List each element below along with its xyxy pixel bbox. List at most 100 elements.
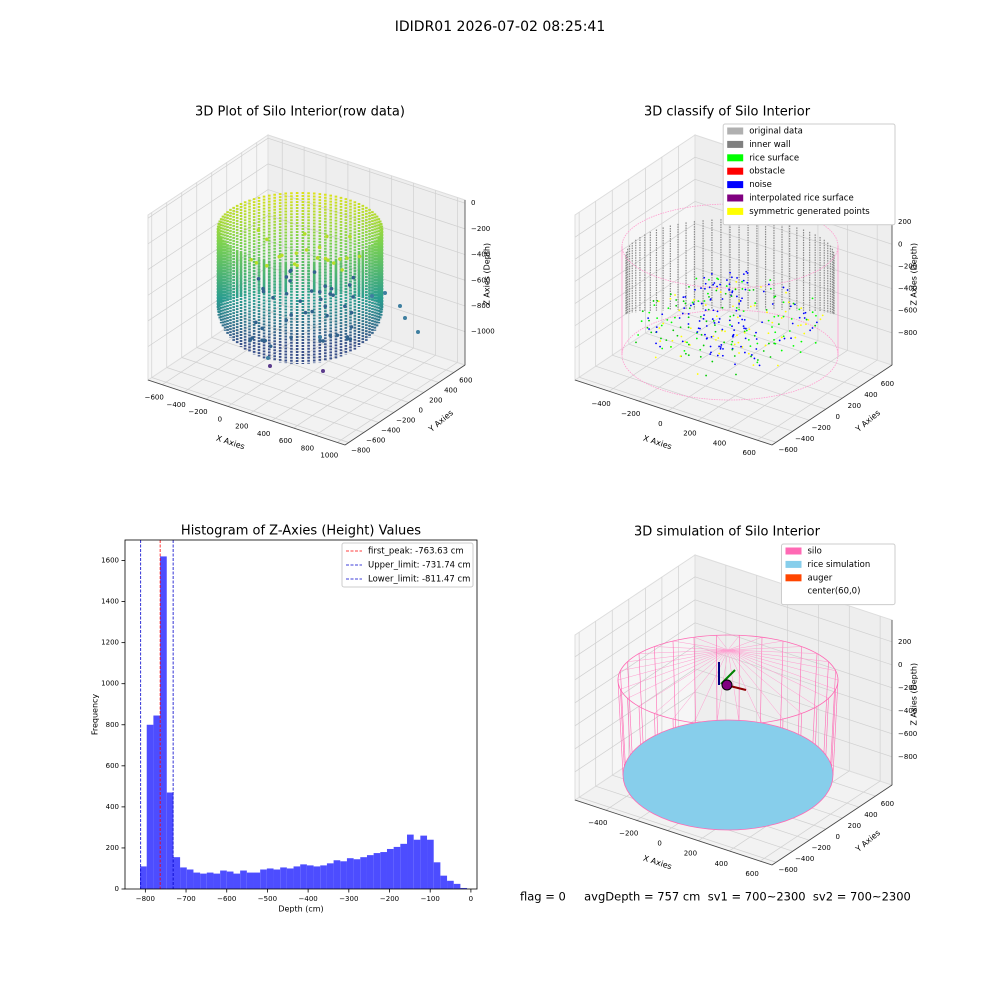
z-tick-label: 200 [898,218,911,226]
x-tick-label: −800 [136,895,155,903]
point [264,263,269,268]
point [756,361,759,364]
grid-line [147,137,269,219]
point [325,313,329,318]
grid-line [694,576,893,643]
point [695,277,698,280]
point [647,317,650,320]
point [735,373,737,376]
histogram-bar [166,792,174,889]
point [403,316,407,320]
point [661,313,664,316]
histogram-bar [146,724,154,889]
point [256,277,261,281]
point [738,302,741,305]
axis-line [147,379,346,446]
point [260,338,264,343]
point [715,339,717,341]
point [800,307,803,310]
point [716,310,719,313]
grid-line [608,310,730,392]
point [731,291,734,294]
point [738,308,740,311]
point [721,298,724,300]
grid-line [612,354,810,421]
y-tick-label: 0 [115,885,119,893]
grid-line [574,156,696,238]
point [716,277,718,280]
legend-frame [781,543,896,606]
point [284,275,289,279]
point [724,330,726,333]
point [755,331,757,334]
point [670,346,672,348]
point [732,333,735,336]
point [266,356,270,360]
point [748,328,751,331]
point [702,344,705,347]
axis-line [344,364,466,446]
x-tick-label: 200 [683,430,696,438]
point [661,347,664,350]
point [741,288,744,290]
point [814,341,817,344]
point [324,234,329,239]
point [693,299,695,301]
point [794,303,796,306]
point [821,314,824,317]
grid-line [205,318,327,400]
grid-line [694,622,893,689]
point [744,351,746,354]
x-tick-label: −400 [299,895,318,903]
histogram-bar [340,861,347,889]
z-axis-label: Z Axies (Depth) [910,243,919,306]
grid-line [574,668,696,750]
point [298,299,303,303]
point [253,320,258,325]
point [732,314,735,317]
point [646,326,649,329]
point [669,293,672,296]
point [782,315,785,318]
silo-wire [716,635,729,651]
point [769,279,772,281]
point [703,276,706,279]
point [309,289,314,293]
point [398,304,402,308]
histogram-bar [427,839,434,889]
histogram-bar [200,873,207,889]
point [743,327,746,330]
point [747,352,750,355]
point [697,300,700,302]
point [745,329,748,332]
point [703,314,705,317]
figure-title: IDIDR01 2026-07-02 08:25:41 [395,19,606,35]
point [738,352,740,354]
point [758,364,761,367]
legend-label: symmetric generated points [749,207,870,217]
point [777,314,780,317]
z-tick-label: −200 [898,684,917,692]
grid-line [661,321,860,388]
point [254,261,259,265]
point [249,257,253,262]
grid-line [574,645,696,727]
point [686,341,688,344]
point [310,309,314,314]
point [653,304,656,307]
point [788,330,791,332]
point [790,337,792,340]
point [716,287,719,290]
point [789,305,792,308]
histogram-bar [140,866,147,889]
point [750,354,753,356]
point [794,336,797,339]
point [702,317,705,320]
histogram-bar [233,873,241,889]
grid-line [638,320,759,402]
legend-label: interpolated rice surface [749,194,854,204]
point [804,311,807,314]
legend-label: silo [808,547,822,557]
point [809,329,812,332]
y-tick-label: 400 [864,391,877,399]
